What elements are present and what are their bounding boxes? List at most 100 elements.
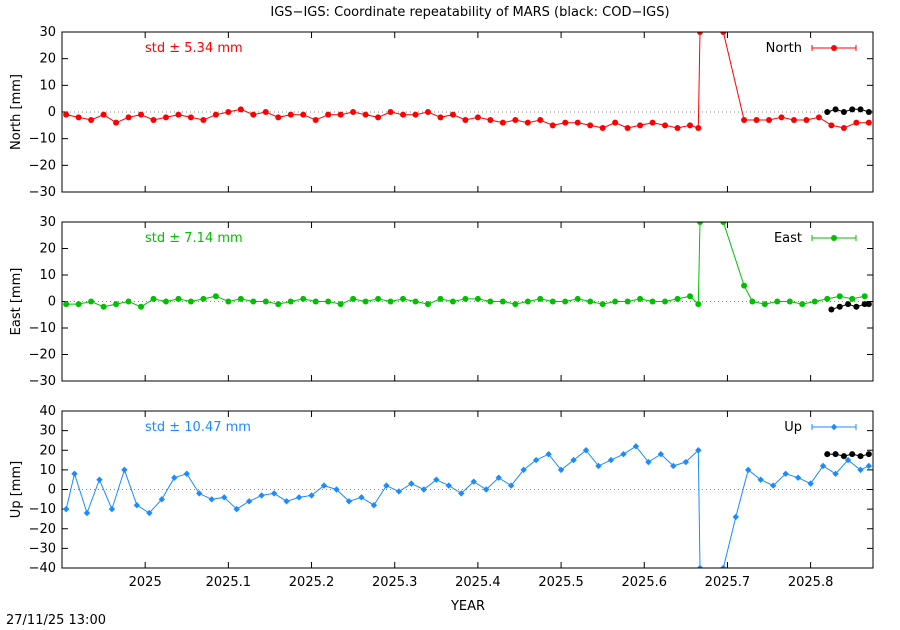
data-point [96, 476, 103, 483]
data-point [587, 122, 594, 129]
data-point [325, 298, 332, 305]
data-point [495, 474, 502, 481]
data-point [237, 295, 244, 302]
data-point [766, 117, 773, 123]
data-point [824, 451, 831, 458]
data-point [221, 494, 228, 501]
data-point [774, 298, 781, 305]
data-point [857, 466, 864, 474]
data-point [865, 119, 872, 126]
data-point [262, 109, 269, 115]
data-point [275, 301, 282, 308]
data-point [183, 470, 190, 477]
data-point [300, 295, 307, 302]
data-point [815, 114, 822, 121]
data-point [325, 111, 332, 118]
data-point [741, 117, 748, 123]
y-tick-label: −10 [29, 321, 56, 336]
data-point [387, 298, 394, 305]
data-point [649, 298, 656, 305]
data-point [632, 443, 640, 450]
data-point [125, 114, 132, 121]
data-point [187, 114, 194, 121]
chart-panels: −30 −20 −10 0 10 20 30 North [mm] std ± 5.34 mm N… [9, 25, 874, 590]
chart-title: IGS−IGS: Coordinate repeatability of MAR… [270, 5, 669, 20]
data-point [549, 298, 556, 305]
data-point [786, 298, 793, 305]
data-point [574, 119, 581, 126]
data-point [637, 122, 644, 129]
y-tick-label: 40 [39, 404, 56, 419]
data-point [370, 502, 378, 509]
data-point [836, 293, 843, 300]
data-point [212, 293, 219, 300]
data-point [537, 117, 544, 123]
data-point [753, 117, 760, 123]
data-point [212, 111, 219, 118]
data-point [657, 450, 665, 458]
data-point [840, 125, 847, 131]
data-point [445, 482, 452, 489]
y-tick-label: 20 [39, 443, 56, 458]
data-point [824, 109, 831, 115]
legend-marker [831, 45, 837, 51]
y-tick-label: −20 [29, 158, 56, 173]
x-tick-label: 2025 [129, 575, 162, 590]
data-point [275, 114, 282, 121]
series-cod-igs [828, 301, 872, 313]
data-point [840, 109, 847, 115]
x-tick-label: 2025.3 [372, 575, 418, 590]
y-tick-label: −30 [29, 541, 56, 556]
data-point [732, 513, 739, 521]
data-point [237, 106, 244, 113]
data-point [612, 119, 619, 126]
data-point [562, 119, 569, 126]
data-point [121, 466, 128, 474]
data-point [474, 114, 481, 121]
data-point [320, 482, 328, 489]
data-point [499, 298, 506, 305]
data-point [695, 447, 702, 454]
data-point [696, 222, 703, 225]
data-point [807, 480, 814, 487]
y-tick-label: 10 [39, 268, 56, 283]
data-point [811, 298, 818, 305]
data-point [424, 109, 431, 115]
data-point [741, 282, 748, 289]
data-point [100, 303, 107, 310]
data-point [507, 482, 515, 489]
data-point [283, 498, 290, 505]
data-point [587, 298, 594, 305]
data-point [574, 295, 581, 302]
data-point [250, 111, 257, 118]
data-point [308, 492, 315, 499]
data-point [300, 111, 307, 118]
data-point [836, 303, 843, 310]
data-point [100, 111, 107, 118]
y-axis-label: East [mm] [9, 268, 24, 336]
data-point [844, 456, 852, 464]
data-point [162, 298, 169, 305]
data-point [71, 470, 78, 477]
data-point [599, 301, 606, 308]
y-tick-label: −40 [29, 561, 56, 576]
data-point [599, 125, 606, 131]
data-point [761, 301, 768, 308]
data-point [362, 298, 369, 305]
data-point [333, 486, 340, 493]
series-east [63, 222, 868, 310]
data-point [350, 109, 357, 115]
data-point [424, 301, 431, 308]
data-point [383, 482, 390, 489]
data-point [790, 117, 797, 123]
data-point [437, 295, 444, 302]
data-point [499, 119, 506, 126]
data-point [470, 478, 477, 485]
data-point [749, 298, 756, 305]
data-point [670, 462, 677, 470]
data-point [769, 482, 777, 489]
data-point [187, 298, 194, 305]
series-line [65, 445, 870, 568]
data-point [162, 114, 169, 121]
data-point [175, 295, 182, 302]
